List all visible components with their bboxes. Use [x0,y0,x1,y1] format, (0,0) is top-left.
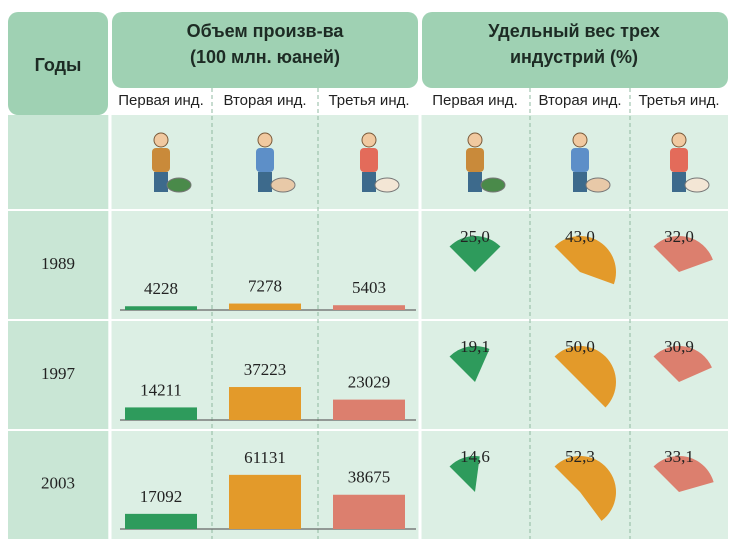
bar [333,305,405,310]
year-label: 2003 [41,473,75,492]
group-title: индустрий (%) [510,47,638,67]
column-label: Вторая инд. [538,92,621,109]
worker-icon-legs [672,172,686,192]
year-header: Годы [35,55,82,75]
value-label: 5403 [352,278,386,297]
value-label: 7278 [248,276,282,295]
worker-icon-body [360,148,378,172]
value-label: 33,1 [664,447,694,466]
worker-icon-body [256,148,274,172]
column-label: Третья инд. [638,92,719,109]
worker-icon-tool [271,178,295,192]
worker-icon-head [573,133,587,147]
value-label: 23029 [348,373,391,392]
value-label: 25,0 [460,227,490,246]
worker-icon-head [362,133,376,147]
bar [125,407,197,420]
value-label: 17092 [140,487,183,506]
worker-icon-tool [167,178,191,192]
worker-icon-legs [154,172,168,192]
value-label: 14211 [140,380,182,399]
bar [229,387,301,420]
value-label: 14,6 [460,447,490,466]
worker-icon-body [466,148,484,172]
column-label: Вторая инд. [223,92,306,109]
worker-icon-tool [685,178,709,192]
year-label: 1997 [41,364,76,383]
value-label: 38675 [348,468,391,487]
column-label: Третья инд. [328,92,409,109]
group-title: (100 млн. юаней) [190,47,340,67]
bar [333,400,405,420]
infographic: Годы 1989 1997 2003 Объем произв-ва (100 млн… [0,0,734,539]
worker-icon-body [571,148,589,172]
value-label: 4228 [144,279,178,298]
column-label: Первая инд. [118,92,203,109]
worker-icon-legs [573,172,587,192]
value-label: 32,0 [664,227,694,246]
worker-icon-legs [468,172,482,192]
worker-icon-tool [375,178,399,192]
bar [333,495,405,529]
value-label: 50,0 [565,337,595,356]
value-label: 61131 [244,448,286,467]
value-label: 19,1 [460,337,490,356]
year-label: 1989 [41,254,75,273]
bar [125,514,197,529]
group-title: Удельный вес трех [488,21,660,41]
worker-icon-body [152,148,170,172]
worker-icon-head [258,133,272,147]
worker-icon-body [670,148,688,172]
bar [229,304,301,310]
value-label: 52,3 [565,447,595,466]
value-label: 37223 [244,360,287,379]
bar [229,475,301,529]
worker-icon-head [468,133,482,147]
value-label: 30,9 [664,337,694,356]
worker-icon-head [672,133,686,147]
value-label: 43,0 [565,227,595,246]
column-label: Первая инд. [432,92,517,109]
bar [125,306,197,310]
worker-icon-tool [586,178,610,192]
worker-icon-tool [481,178,505,192]
worker-icon-legs [362,172,376,192]
worker-icon-head [154,133,168,147]
group-title: Объем произв-ва [187,21,345,41]
worker-icon-legs [258,172,272,192]
